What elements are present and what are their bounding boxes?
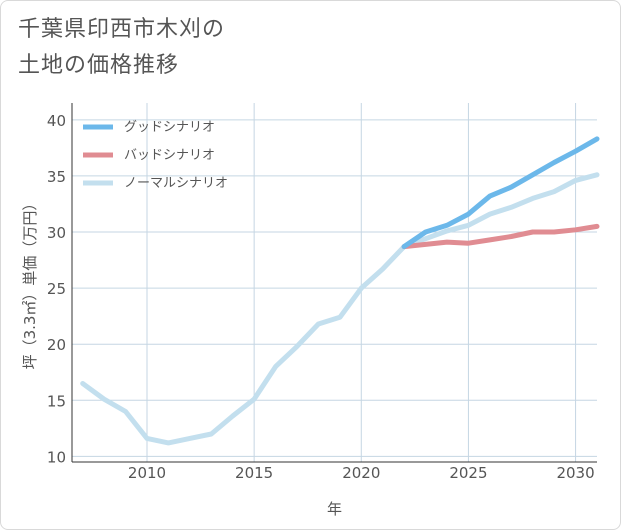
x-tick-label: 2025 [449, 464, 487, 482]
legend-label: グッドシナリオ [124, 120, 215, 135]
chart-title: 千葉県印西市木刈の 土地の価格推移 [18, 12, 225, 84]
y-tick-label: 20 [47, 336, 66, 354]
chart-title-line-1: 千葉県印西市木刈の [18, 17, 226, 42]
series-line [80, 172, 600, 446]
plot-frame [71, 103, 597, 463]
series-line [401, 136, 600, 250]
x-tick-label: 2020 [342, 464, 380, 482]
y-axis-label: 坪（3.3㎡）単価（万円） [21, 196, 39, 370]
chart-title-line-2: 土地の価格推移 [18, 53, 180, 78]
series-lines [80, 136, 600, 446]
y-tick-label: 30 [47, 224, 66, 242]
x-axis-label: 年 [327, 500, 342, 518]
y-tick-label: 35 [47, 168, 66, 186]
grid-lines [72, 103, 597, 462]
x-tick-label: 2030 [556, 464, 594, 482]
x-tick-label: 2015 [235, 464, 273, 482]
y-tick-label: 40 [47, 112, 66, 130]
x-tick-label: 2010 [128, 464, 166, 482]
legend-label: ノーマルシナリオ [124, 176, 228, 191]
series-line [401, 223, 600, 250]
legend-label: バッドシナリオ [124, 148, 215, 163]
y-tick-label: 25 [47, 280, 66, 298]
y-tick-label: 10 [47, 448, 66, 466]
y-tick-label: 15 [47, 392, 66, 410]
